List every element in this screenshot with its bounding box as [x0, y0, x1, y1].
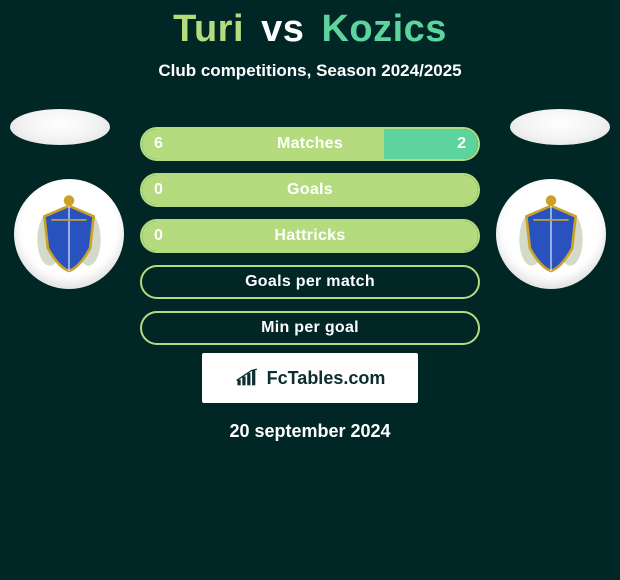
- stat-label: Hattricks: [274, 227, 345, 245]
- subtitle: Club competitions, Season 2024/2025: [0, 61, 620, 81]
- stat-bar: Min per goal: [140, 311, 480, 345]
- player1-crest: [14, 179, 124, 289]
- stat-label: Goals: [287, 181, 333, 199]
- date-label: 20 september 2024: [0, 421, 620, 442]
- stat-bar: 0 Hattricks: [140, 219, 480, 253]
- stat-bar: Goals per match: [140, 265, 480, 299]
- brand-text: FcTables.com: [267, 368, 386, 389]
- stat-bars: 6 2 Matches 0 Goals 0 Hattricks Goals per match…: [140, 127, 480, 345]
- brand-badge: FcTables.com: [202, 353, 418, 403]
- stat-value-left: 0: [154, 181, 163, 199]
- stat-label: Goals per match: [245, 273, 375, 291]
- stat-bar: 6 2 Matches: [140, 127, 480, 161]
- bar-chart-icon: [235, 368, 261, 388]
- comparison-arena: 6 2 Matches 0 Goals 0 Hattricks Goals per match…: [0, 109, 620, 349]
- club-crest-icon: [25, 190, 113, 278]
- stat-bar-fill-left: [142, 129, 384, 159]
- player2-name: Kozics: [321, 8, 446, 50]
- player1-oval: [10, 109, 110, 145]
- stat-value-left: 0: [154, 227, 163, 245]
- player2-crest: [496, 179, 606, 289]
- stat-bar: 0 Goals: [140, 173, 480, 207]
- club-crest-icon: [507, 190, 595, 278]
- player2-oval: [510, 109, 610, 145]
- player1-name: Turi: [173, 8, 244, 50]
- stat-label: Matches: [277, 135, 343, 153]
- stat-value-left: 6: [154, 135, 163, 153]
- stat-label: Min per goal: [261, 319, 359, 337]
- comparison-title: Turi vs Kozics: [0, 0, 620, 51]
- vs-label: vs: [261, 8, 304, 50]
- stat-value-right: 2: [457, 135, 466, 153]
